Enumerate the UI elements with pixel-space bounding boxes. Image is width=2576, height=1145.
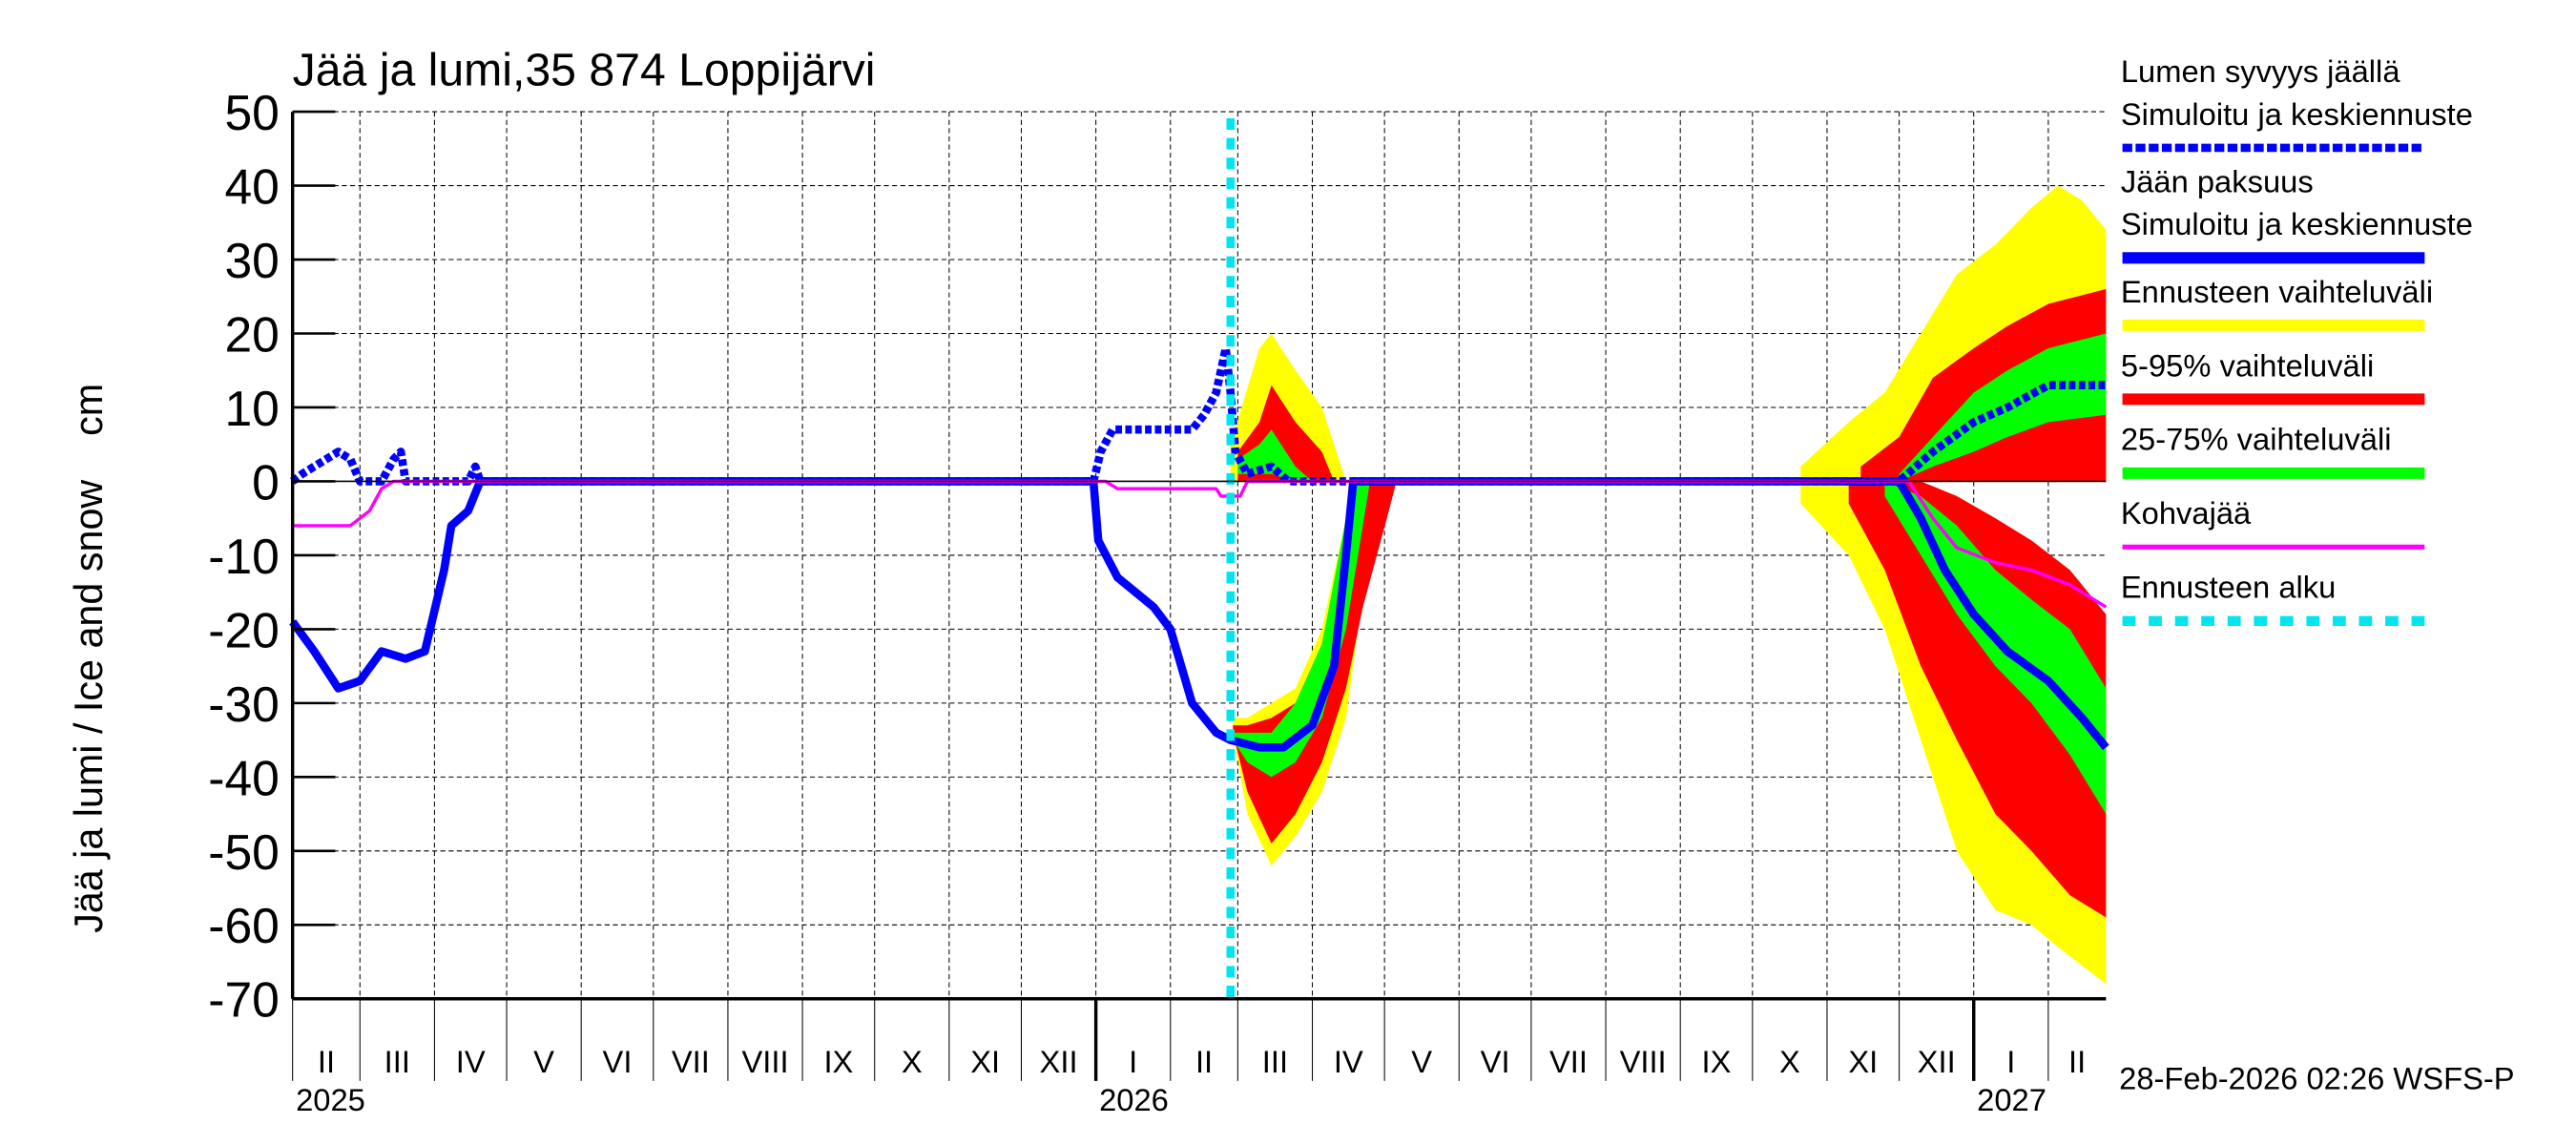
month-label: II (318, 1044, 335, 1079)
month-label: IX (1702, 1044, 1732, 1079)
y-tick-label: -20 (208, 602, 280, 657)
y-tick-label: 0 (252, 454, 280, 510)
month-label: VIII (1620, 1044, 1667, 1079)
month-label: V (1411, 1044, 1432, 1079)
legend: Lumen syvyys jäällä Simuloitu ja keskienn… (2121, 53, 2473, 626)
legend-label: Lumen syvyys jäällä (2121, 53, 2400, 89)
month-label: VI (603, 1044, 633, 1079)
month-label: III (1262, 1044, 1288, 1079)
y-tick-label: 40 (224, 158, 279, 214)
series-kohva (292, 479, 2108, 609)
month-label: VII (1549, 1044, 1588, 1079)
series-lines (289, 117, 2109, 999)
y-tick-label: -40 (208, 750, 280, 805)
month-label: XI (970, 1044, 1000, 1079)
year-label: 2026 (1099, 1082, 1169, 1117)
footer-timestamp: 28-Feb-2026 02:26 WSFS-P (2119, 1060, 2514, 1095)
month-label: XII (1040, 1044, 1078, 1079)
month-label: IV (456, 1044, 486, 1079)
y-tick-label: 10 (224, 381, 279, 436)
month-label: VIII (741, 1044, 788, 1079)
forecast-bands (1230, 185, 2107, 985)
y-tick-label: -50 (208, 824, 280, 880)
y-tick-label: 30 (224, 233, 279, 288)
y-tick-label: -70 (208, 972, 280, 1028)
series-ice (289, 477, 2109, 752)
y-tick-label: 50 (224, 85, 279, 140)
month-label: V (533, 1044, 554, 1079)
band-p5_95 (1848, 481, 2107, 918)
month-label: XI (1848, 1044, 1878, 1079)
month-label: II (1195, 1044, 1213, 1079)
legend-label: Ennusteen alku (2121, 570, 2336, 605)
legend-label: Simuloitu ja keskiennuste (2121, 96, 2473, 132)
month-label: VII (672, 1044, 710, 1079)
legend-label: Kohvajää (2121, 495, 2252, 531)
month-label: VI (1481, 1044, 1510, 1079)
month-label: X (902, 1044, 923, 1079)
month-label: X (1779, 1044, 1800, 1079)
legend-label: 5-95% vaihteluväli (2121, 347, 2374, 383)
month-label: XII (1918, 1044, 1956, 1079)
y-axis-label: Jää ja lumi / Ice and snow cm (67, 384, 111, 933)
chart-title: Jää ja lumi,35 874 Loppijärvi (293, 45, 876, 96)
y-tick-label: 20 (224, 306, 279, 362)
grid (292, 111, 2107, 1000)
y-tick-label: -10 (208, 529, 280, 584)
month-label: IX (823, 1044, 853, 1079)
legend-label: 25-75% vaihteluväli (2121, 422, 2392, 457)
y-tick-label: -60 (208, 898, 280, 953)
month-label: III (384, 1044, 410, 1079)
legend-label: Ennusteen vaihteluväli (2121, 274, 2433, 309)
month-label: I (2006, 1044, 2015, 1079)
legend-label: Jään paksuus (2121, 163, 2314, 198)
month-label: I (1129, 1044, 1137, 1079)
y-tick-label: -30 (208, 677, 280, 732)
legend-label: Simuloitu ja keskiennuste (2121, 206, 2473, 241)
month-label: II (2068, 1044, 2086, 1079)
month-label: IV (1334, 1044, 1363, 1079)
year-label: 2025 (296, 1082, 365, 1117)
band-p5_95 (1860, 289, 2107, 482)
band-p25_75 (1899, 333, 2107, 482)
series-snow (290, 344, 2107, 486)
year-label: 2027 (1977, 1082, 2046, 1117)
